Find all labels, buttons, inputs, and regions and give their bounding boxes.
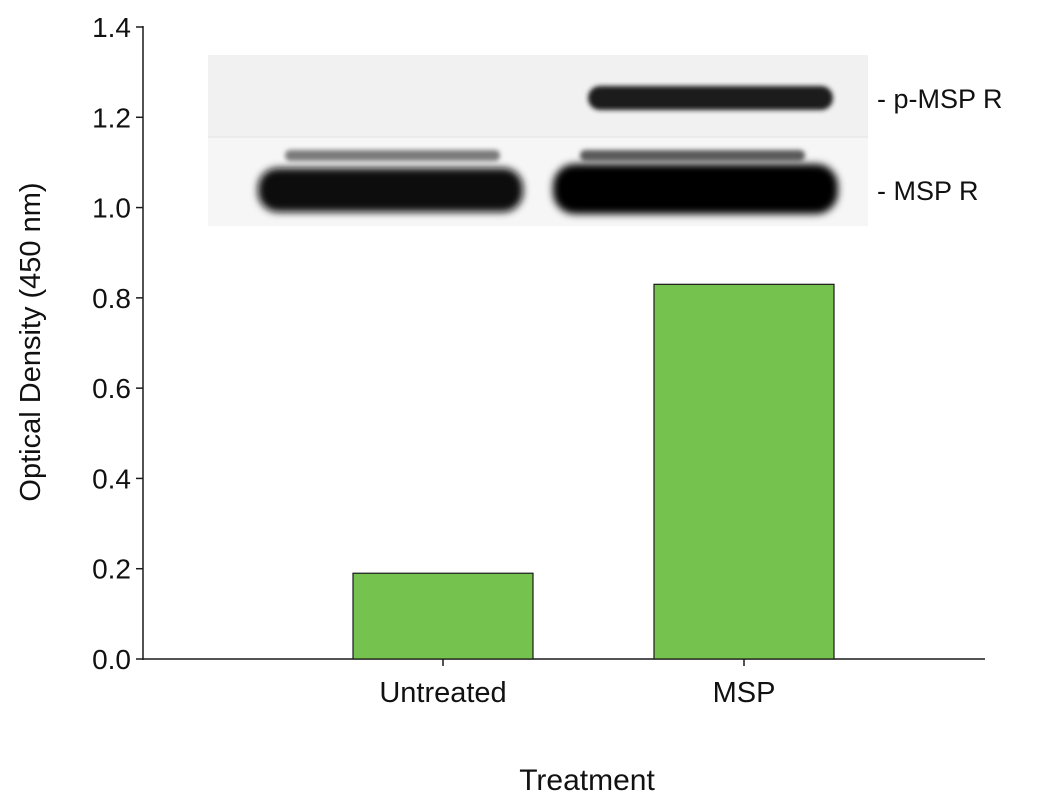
y-tick-label: 0.6 — [92, 373, 131, 404]
y-tick-label: 1.2 — [92, 102, 131, 133]
y-tick-label: 1.4 — [92, 12, 131, 43]
y-tick-label: 0.0 — [92, 644, 131, 675]
band-mspr-msp — [553, 164, 838, 214]
band-mspr-upper-msp — [580, 150, 805, 161]
bars — [352, 283, 835, 660]
x-tick-label: MSP — [713, 677, 776, 709]
x-axis-label: Treatment — [519, 764, 655, 794]
y-tick-label: 1.0 — [92, 193, 131, 224]
western-blot-inset: - p-MSP R - MSP R — [208, 55, 1003, 226]
x-tick-label: Untreated — [379, 677, 506, 709]
y-ticks: 0.0 0.2 0.4 0.6 0.8 1.0 1.2 1.4 — [92, 12, 143, 675]
band-mspr-untreated — [258, 168, 523, 212]
bar-untreated — [352, 572, 534, 660]
axes — [142, 26, 985, 660]
bar-msp — [653, 283, 835, 660]
band-pmspr-msp — [588, 86, 833, 110]
x-ticks: Untreated MSP — [379, 659, 775, 709]
y-tick-label: 0.2 — [92, 554, 131, 585]
y-tick-label: 0.8 — [92, 283, 131, 314]
blot-label-pmspr: - p-MSP R — [877, 84, 1003, 114]
y-tick-label: 0.4 — [92, 463, 131, 494]
band-mspr-upper-untreated — [285, 150, 500, 161]
y-axis-label: Optical Density (450 nm) — [15, 182, 47, 501]
blot-label-mspr: - MSP R — [877, 176, 979, 206]
